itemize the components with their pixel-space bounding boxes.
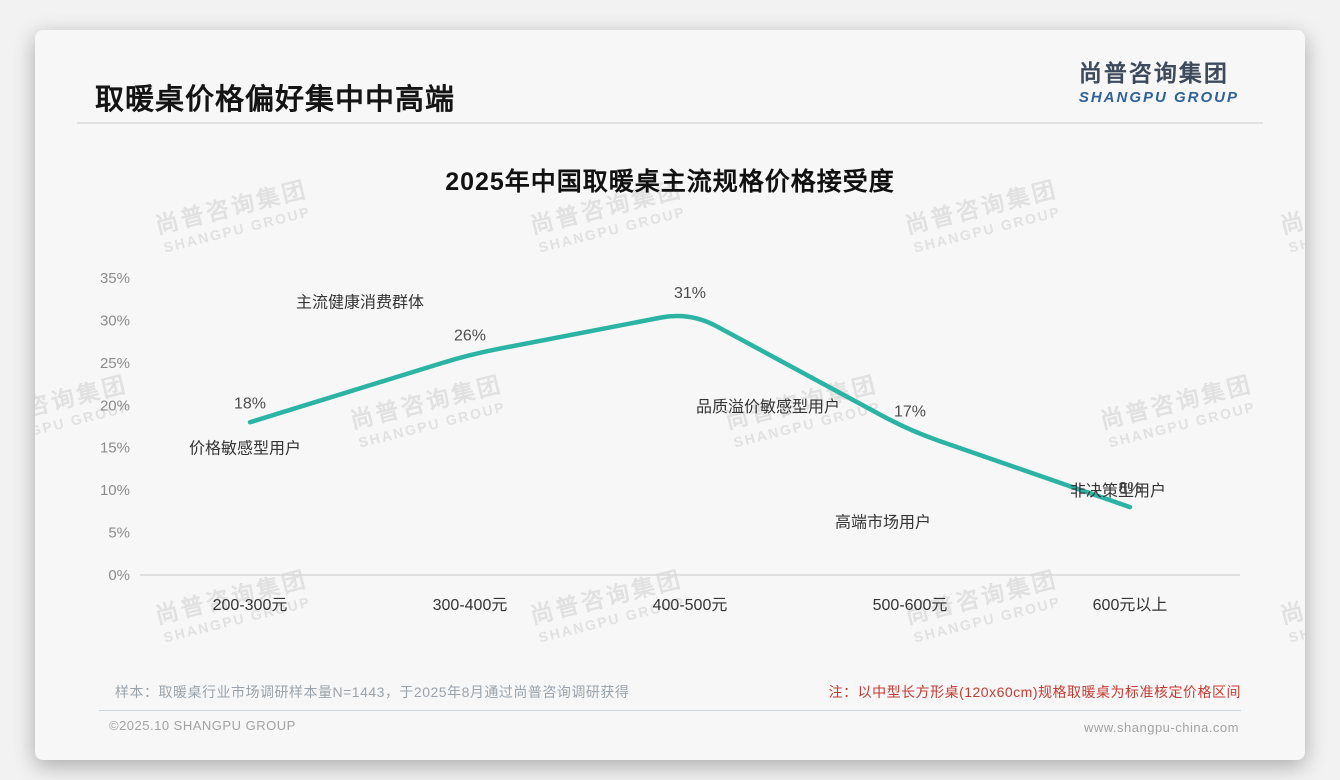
logo-english-name: SHANGPU GROUP [1078, 89, 1239, 106]
sample-note: 样本：取暖桌行业市场调研样本量N=1443，于2025年8月通过尚普咨询调研获得 [115, 684, 630, 700]
y-tick-label: 35% [100, 270, 130, 287]
website-url: www.shangpu-china.com [1083, 720, 1239, 735]
copyright-text: ©2025.10 SHANGPU GROUP [109, 718, 296, 733]
watermark-layer: 尚普咨询集团 SHANGPU GROUP 尚普咨询集团 SHANGPU GROUP 尚普… [35, 30, 1305, 760]
x-axis-label: 500-600元 [873, 597, 948, 614]
header-divider [77, 122, 1263, 124]
y-tick-label: 10% [100, 482, 130, 499]
y-tick-label: 15% [100, 440, 130, 457]
y-tick-label: 0% [108, 567, 130, 584]
y-tick-label: 20% [100, 397, 130, 414]
x-axis-label: 600元以上 [1093, 596, 1168, 614]
chart-annotation: 高端市场用户 [835, 514, 931, 532]
company-logo: 尚普咨询集团 SHANGPU GROUP [1079, 54, 1239, 106]
data-point-label: 17% [894, 404, 926, 421]
chart-annotation: 非决策型用户 [1070, 482, 1166, 500]
chart-annotation: 主流健康消费群体 [296, 293, 424, 311]
y-tick-label: 25% [100, 355, 130, 372]
data-point-label: 18% [234, 395, 266, 412]
slide-title: 取暖桌价格偏好集中中高端 [95, 84, 456, 116]
chart-title: 2025年中国取暖桌主流规格价格接受度 [445, 168, 895, 196]
trend-line [247, 313, 1133, 510]
logo-chinese-name: 尚普咨询集团 [1078, 60, 1229, 86]
data-point-label: 31% [674, 285, 706, 302]
slide-card: 尚普咨询集团 SHANGPU GROUP 尚普咨询集团 SHANGPU GROUP 尚普… [35, 30, 1305, 760]
chart-annotation: 价格敏感型用户 [189, 439, 301, 457]
x-axis-label: 200-300元 [213, 597, 288, 614]
price-acceptance-line-chart: 0% 5% 10% 15% 20% 25% 30% 35% 200-300元 300-400元 40… [100, 270, 1240, 614]
y-tick-label: 30% [100, 312, 130, 329]
x-axis-label: 300-400元 [433, 597, 508, 614]
standard-note: 注：以中型长方形桌(120x60cm)规格取暖桌为标准核定价格区间 [828, 684, 1241, 700]
data-point-label: 8% [1118, 480, 1141, 497]
notes-divider [99, 710, 1241, 711]
chart-annotation: 品质溢价敏感型用户 [696, 398, 840, 416]
y-tick-label: 5% [108, 525, 130, 542]
x-axis-label: 400-500元 [653, 597, 728, 614]
data-point-label: 26% [454, 327, 486, 344]
